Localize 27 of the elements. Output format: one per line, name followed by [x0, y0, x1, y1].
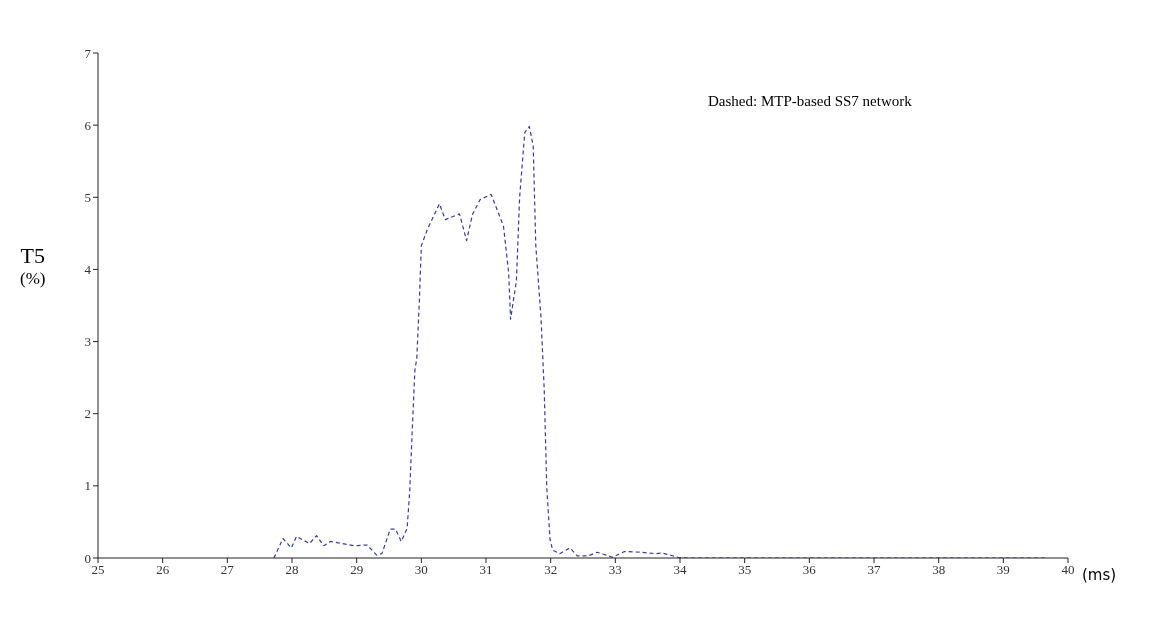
x-tick-label: 36: [802, 562, 817, 578]
y-tick-label: 1: [84, 478, 91, 494]
x-tick-label: 25: [91, 562, 105, 578]
y-tick-label: 6: [84, 117, 92, 133]
x-tick-label: 31: [479, 562, 493, 578]
x-tick-label: 28: [285, 562, 299, 578]
y-tick-label: 2: [84, 406, 91, 422]
y-tick-label: 5: [84, 189, 91, 205]
y-tick-label: 4: [84, 262, 92, 278]
x-axis-title: (ms): [1082, 566, 1117, 584]
annotation: Dashed: MTP-based SS7 network: [708, 93, 912, 110]
x-tick-label: 37: [867, 562, 881, 578]
x-tick-label: 26: [156, 562, 170, 578]
x-tick-label: 33: [608, 562, 622, 578]
x-tick-label: 30: [414, 562, 428, 578]
x-tick-label: 32: [544, 562, 558, 578]
x-tick-label: 39: [996, 562, 1010, 578]
x-tick-label: 38: [932, 562, 946, 578]
x-tick-label: 27: [220, 562, 235, 578]
y-tick-label: 0: [84, 550, 91, 566]
y-tick-label: 3: [84, 334, 91, 350]
x-tick-label: 40: [1061, 562, 1075, 578]
x-tick-label: 34: [673, 562, 687, 578]
y-axis-title: T5 (%): [20, 243, 46, 290]
x-tick-label: 35: [738, 562, 752, 578]
x-tick-label: 29: [350, 562, 364, 578]
y-tick-label: 7: [84, 45, 92, 61]
